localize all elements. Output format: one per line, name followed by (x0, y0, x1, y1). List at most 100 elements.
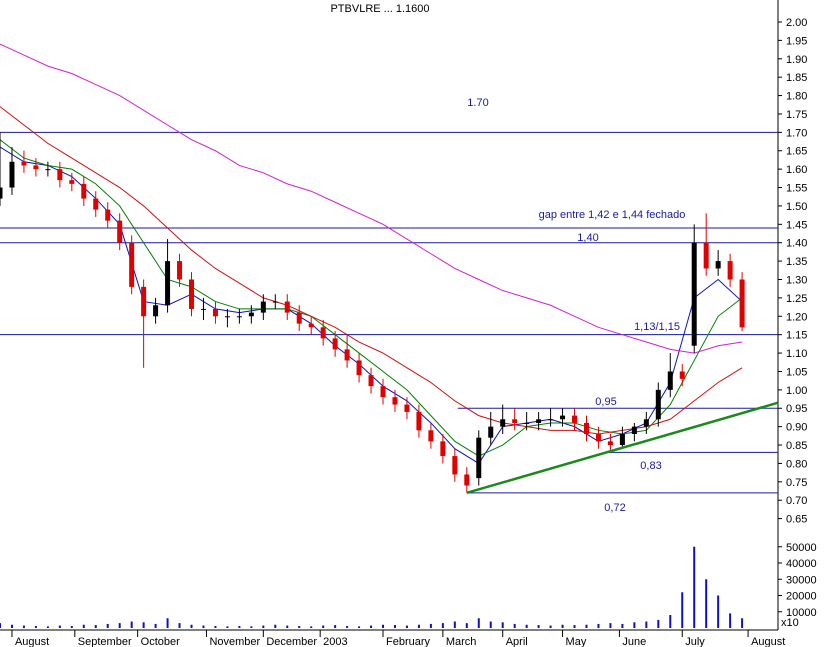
candle-body (45, 169, 51, 171)
candle-body (105, 209, 111, 221)
moving-average (0, 139, 743, 457)
y-tick-label: 1.90 (786, 54, 807, 66)
candle-body (296, 312, 302, 324)
candle-body (739, 279, 745, 328)
volume-bar (382, 624, 385, 628)
volume-bar (10, 624, 13, 628)
candle-body (655, 389, 661, 420)
y-tick-label: 2.00 (786, 17, 807, 29)
volume-bar (274, 624, 277, 628)
volume-bar (501, 622, 504, 628)
candle-body (488, 426, 494, 438)
x-tick-label: September (78, 636, 132, 647)
volume-bar (633, 622, 636, 628)
volume-bar (346, 626, 349, 628)
volume-bar (705, 579, 708, 628)
chart-title: PTBVLRE ... 1.1600 (330, 3, 429, 15)
moving-average (0, 106, 743, 435)
x-tick-label: April (506, 636, 528, 647)
y-tick-label: 0.65 (786, 514, 807, 526)
volume-bar (106, 623, 109, 628)
volume-tick-label: 50000 (786, 542, 817, 554)
candle-body (356, 360, 362, 376)
candle-body (129, 242, 135, 287)
annotation: gap entre 1,42 e 1,44 fechado (539, 209, 686, 221)
volume-bar (262, 625, 265, 628)
volume-bar (22, 625, 25, 628)
volume-tick-label: 20000 (786, 591, 817, 603)
x-tick-label: November (209, 636, 260, 647)
candle-body (177, 261, 183, 280)
volume-bar (609, 623, 612, 628)
y-tick-label: 1.00 (786, 385, 807, 397)
candle-body (560, 415, 566, 420)
volume-bar (477, 618, 480, 628)
volume-bar (58, 625, 61, 628)
x-tick-label: August (15, 636, 49, 647)
volume-bar (322, 625, 325, 628)
volume-bar (681, 592, 684, 628)
volume-bar (621, 623, 624, 628)
volume-bar (489, 621, 492, 628)
candle-body (679, 371, 685, 379)
candle-body (284, 301, 290, 313)
candle-body (189, 279, 195, 309)
y-tick-label: 1.60 (786, 164, 807, 176)
candle-body (607, 441, 613, 446)
candle-body (548, 419, 554, 421)
candle-body (631, 426, 637, 434)
candle-body (320, 327, 326, 339)
candle-body (440, 441, 446, 457)
annotation: 0,95 (595, 396, 616, 408)
volume-bar (358, 626, 361, 628)
volume-bar (202, 625, 205, 628)
volume-bar (417, 624, 420, 628)
y-tick-label: 1.70 (786, 127, 807, 139)
candle-body (380, 386, 386, 398)
volume-tick-label: 10000 (786, 607, 817, 619)
volume-bar (573, 625, 576, 628)
y-tick-label: 0.80 (786, 458, 807, 470)
volume-bar (561, 624, 564, 628)
volume-bar (717, 595, 720, 628)
candle-body (643, 419, 649, 427)
candle-body (224, 316, 230, 318)
volume-unit: x10 (781, 617, 799, 629)
candle-body (9, 161, 15, 188)
candle-body (476, 437, 482, 479)
volume-bar (525, 624, 528, 628)
candle-body (21, 161, 27, 166)
y-tick-label: 1.55 (786, 183, 807, 195)
y-tick-label: 1.85 (786, 72, 807, 84)
y-tick-label: 0.90 (786, 422, 807, 434)
candle-body (69, 180, 75, 184)
x-tick-label: December (266, 636, 317, 647)
annotation: 1,40 (577, 232, 598, 244)
candle-body (428, 430, 434, 442)
volume-tick-label: 30000 (786, 574, 817, 586)
volume-bar (154, 623, 157, 628)
candle-body (0, 187, 3, 199)
x-tick-label: March (446, 636, 477, 647)
volume-bar (429, 623, 432, 628)
annotation: 1,13/1,15 (634, 321, 680, 333)
candle-body (93, 198, 99, 210)
volume-bar (741, 618, 744, 628)
candle-body (272, 301, 278, 303)
volume-tick-label: 40000 (786, 558, 817, 570)
y-tick-label: 1.65 (786, 146, 807, 158)
volume-bar (166, 618, 169, 628)
volume-bar (34, 626, 37, 628)
candle-body (332, 338, 338, 350)
annotation: 0,83 (640, 460, 661, 472)
candle-body (715, 261, 721, 269)
y-tick-label: 1.15 (786, 330, 807, 342)
candle-body (33, 165, 39, 170)
candle-body (703, 242, 709, 269)
candle-body (727, 261, 733, 280)
y-tick-label: 1.75 (786, 109, 807, 121)
y-tick-label: 1.05 (786, 366, 807, 378)
volume-bar (190, 624, 193, 628)
volume-bar (393, 625, 396, 628)
